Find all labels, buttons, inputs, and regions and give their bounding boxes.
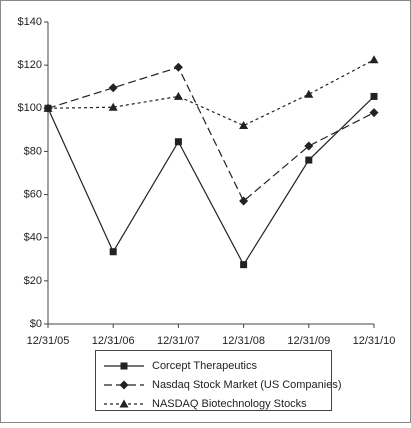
y-tick-label: $20: [24, 275, 42, 287]
legend-label: Nasdaq Stock Market (US Companies): [152, 379, 342, 391]
x-tick-label: 12/31/07: [157, 335, 200, 347]
series-line: [47, 95, 375, 266]
y-tick-label: $40: [24, 232, 42, 244]
y-tick-label: $120: [18, 59, 42, 71]
x-tick-label: 12/31/08: [222, 335, 265, 347]
marker: [173, 91, 183, 100]
marker: [240, 261, 248, 269]
marker: [370, 92, 378, 100]
marker: [173, 62, 183, 72]
marker: [304, 141, 314, 151]
series-line: [47, 59, 375, 127]
marker: [305, 156, 313, 164]
marker: [109, 248, 117, 256]
marker: [304, 89, 314, 98]
y-tick-label: $80: [24, 145, 42, 157]
marker: [119, 380, 129, 390]
marker: [174, 138, 182, 146]
marker: [369, 55, 379, 64]
legend-label: NASDAQ Biotechnology Stocks: [152, 398, 307, 410]
legend-box: [95, 350, 332, 411]
marker: [108, 83, 118, 93]
marker: [239, 121, 249, 130]
marker: [119, 399, 129, 408]
y-tick-label: $0: [30, 318, 42, 330]
marker: [369, 108, 379, 118]
y-tick-label: $100: [18, 102, 42, 114]
marker: [108, 102, 118, 111]
x-tick-label: 12/31/09: [287, 335, 330, 347]
marker: [239, 196, 249, 206]
y-tick-label: $140: [18, 16, 42, 28]
x-tick-label: 12/31/06: [92, 335, 135, 347]
x-tick-label: 12/31/10: [353, 335, 396, 347]
series-line: [47, 66, 375, 202]
marker: [43, 103, 53, 112]
marker: [120, 362, 128, 370]
legend-label: Corcept Therapeutics: [152, 360, 257, 372]
y-tick-label: $60: [24, 188, 42, 200]
x-tick-label: 12/31/05: [27, 335, 70, 347]
